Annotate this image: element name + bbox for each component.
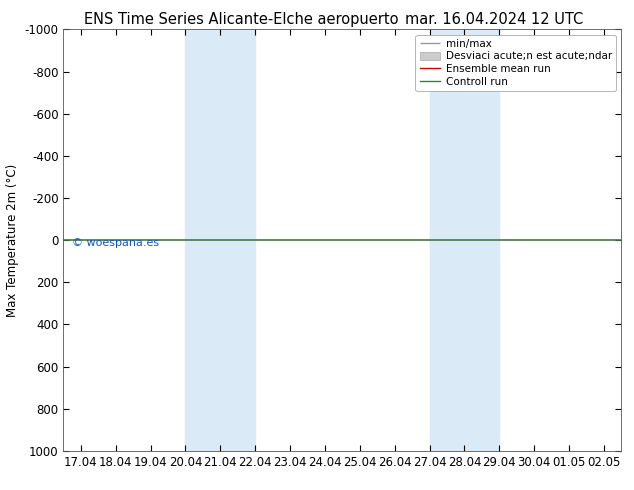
Text: © woespana.es: © woespana.es bbox=[72, 238, 159, 248]
Bar bbox=[185, 29, 255, 451]
Text: mar. 16.04.2024 12 UTC: mar. 16.04.2024 12 UTC bbox=[405, 12, 584, 27]
Legend: min/max, Desviaci acute;n est acute;ndar, Ensemble mean run, Controll run: min/max, Desviaci acute;n est acute;ndar… bbox=[415, 35, 616, 91]
Bar bbox=[429, 29, 500, 451]
Text: ENS Time Series Alicante-Elche aeropuerto: ENS Time Series Alicante-Elche aeropuert… bbox=[84, 12, 398, 27]
Y-axis label: Max Temperature 2m (°C): Max Temperature 2m (°C) bbox=[6, 164, 19, 317]
